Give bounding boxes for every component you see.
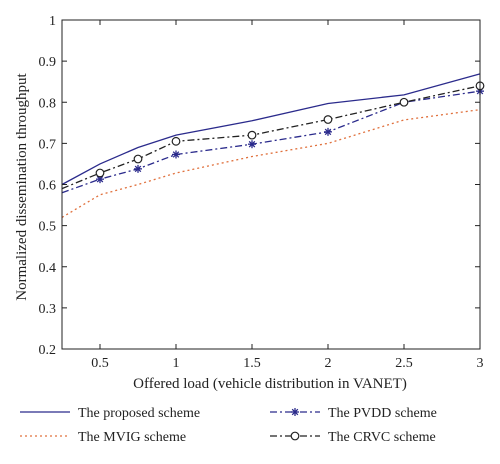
y-tick-label: 0.9 xyxy=(39,55,57,70)
data-point-star xyxy=(291,408,299,416)
legend: The proposed scheme The PVDD scheme The MV… xyxy=(20,406,437,445)
legend-item: The MVIG scheme xyxy=(20,430,186,445)
legend-label: The proposed scheme xyxy=(78,406,200,421)
data-point-circle xyxy=(133,154,143,164)
data-point-circle xyxy=(399,97,409,107)
series-3 xyxy=(61,109,481,218)
y-tick-label: 0.8 xyxy=(39,96,57,111)
series-1 xyxy=(61,73,481,186)
legend-item: The proposed scheme xyxy=(20,406,200,421)
x-tick-label: 2 xyxy=(325,356,332,371)
x-tick-label: 0.5 xyxy=(91,356,109,371)
y-tick-label: 1 xyxy=(49,14,56,29)
x-tick-label: 3 xyxy=(477,356,484,371)
data-point-circle xyxy=(171,136,181,146)
data-point-circle xyxy=(247,130,257,140)
legend-label: The CRVC scheme xyxy=(328,430,436,445)
x-axis-label: Offered load (vehicle distribution in VA… xyxy=(133,376,407,392)
y-axis-label: Normalized dissemination throughput xyxy=(14,72,30,300)
series-line xyxy=(61,85,481,190)
data-point-circle xyxy=(290,431,300,441)
series-line xyxy=(61,109,481,218)
legend-label: The MVIG scheme xyxy=(78,430,186,445)
y-tick-label: 0.5 xyxy=(39,220,57,235)
y-tick-label: 0.4 xyxy=(39,261,57,276)
data-point-star xyxy=(324,127,332,136)
x-tick-label: 1 xyxy=(173,356,180,371)
x-tick-label: 1.5 xyxy=(243,356,261,371)
data-point-circle xyxy=(95,168,105,178)
data-point-star xyxy=(134,164,142,173)
data-point-star xyxy=(248,140,256,149)
legend-label: The PVDD scheme xyxy=(328,406,437,421)
y-tick-label: 0.2 xyxy=(39,343,57,358)
series-line xyxy=(61,90,481,194)
series-2 xyxy=(61,87,484,194)
legend-item: The PVDD scheme xyxy=(270,406,437,421)
y-tick-label: 0.3 xyxy=(39,302,57,317)
data-point-star xyxy=(172,150,180,159)
axes: 0.5 1 1.5 2 2.5 3 0.2 0.3 0.4 0.5 0.6 0.7 0.8 0.9 1 xyxy=(39,14,484,371)
plot-area xyxy=(61,73,485,218)
plot-frame xyxy=(61,19,481,350)
y-tick-label: 0.6 xyxy=(39,179,57,194)
series-line xyxy=(61,73,481,186)
y-tick-label: 0.7 xyxy=(39,137,57,152)
legend-item: The CRVC scheme xyxy=(270,430,436,445)
x-tick-label: 2.5 xyxy=(395,356,413,371)
data-point-circle xyxy=(323,115,333,124)
